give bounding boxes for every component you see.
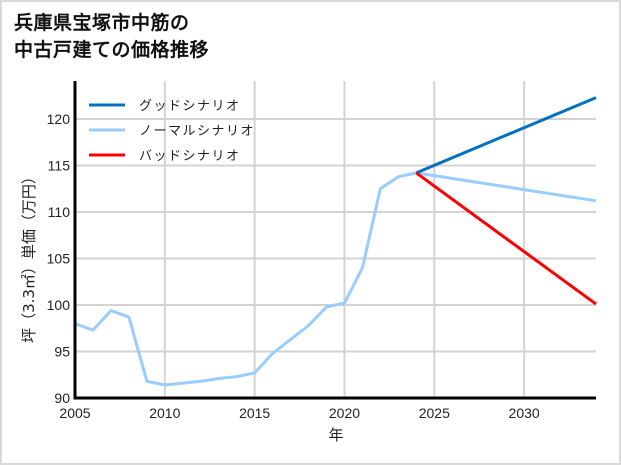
series-line [415, 171, 597, 306]
series-line [74, 171, 597, 387]
legend-label: バッドシナリオ [139, 149, 241, 164]
legend-label: ノーマルシナリオ [139, 124, 255, 139]
x-tick-label: 2010 [149, 405, 180, 421]
y-tick-label: 120 [47, 111, 71, 127]
x-axis-label: 年 [328, 426, 343, 444]
x-axis-ticks: 2005 2010 2015 2020 2025 2030 [59, 405, 539, 421]
legend-label: グッドシナリオ [139, 99, 241, 114]
y-tick-label: 90 [54, 390, 70, 406]
x-tick-label: 2005 [59, 405, 90, 421]
y-axis-label: 坪（3.3㎡）単価（万円） [20, 169, 38, 343]
axes [73, 81, 596, 400]
x-tick-label: 2030 [509, 405, 540, 421]
y-tick-label: 95 [54, 344, 70, 360]
y-tick-label: 105 [47, 251, 71, 267]
x-tick-label: 2020 [329, 405, 360, 421]
chart-title: 兵庫県宝塚市中筋の 中古戸建ての価格推移 [14, 10, 209, 64]
y-tick-label: 110 [48, 204, 71, 220]
x-tick-label: 2015 [239, 405, 270, 421]
series-line [415, 96, 597, 175]
data-lines [74, 96, 597, 387]
title-line-1: 兵庫県宝塚市中筋の [14, 12, 190, 34]
y-tick-label: 115 [48, 158, 71, 174]
x-tick-label: 2025 [419, 405, 450, 421]
y-tick-label: 100 [47, 297, 71, 313]
y-axis-ticks: 90 95 100 105 110 115 120 [47, 111, 71, 406]
title-line-2: 中古戸建ての価格推移 [14, 39, 210, 61]
